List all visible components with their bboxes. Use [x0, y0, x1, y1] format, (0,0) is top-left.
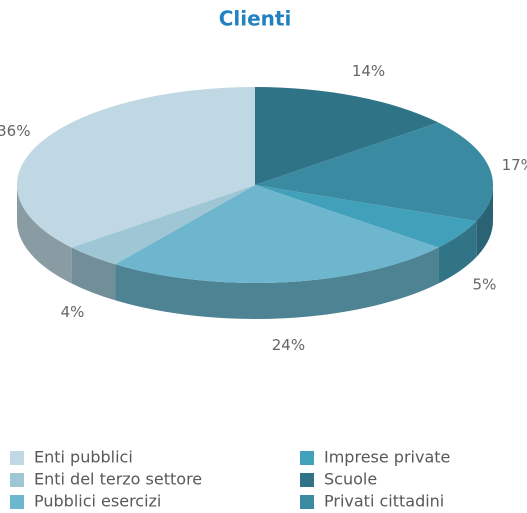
slice-side	[71, 247, 116, 301]
slice	[115, 185, 439, 283]
data-label: 36%	[0, 122, 30, 140]
slice	[255, 122, 494, 222]
slice	[17, 87, 256, 248]
slice-side	[438, 221, 477, 284]
slice	[255, 87, 439, 185]
legend-label: Pubblici esercizi	[34, 492, 161, 511]
legend-label: Privati cittadini	[324, 492, 444, 511]
data-label: 24%	[272, 336, 305, 354]
data-label: 14%	[352, 62, 385, 80]
legend-swatch	[300, 473, 314, 487]
data-label: 5%	[473, 275, 497, 293]
legend-swatch	[300, 451, 314, 465]
legend-swatch	[300, 495, 314, 509]
legend-swatch	[10, 473, 24, 487]
slice-side	[17, 185, 72, 284]
slice-side	[115, 247, 439, 319]
slice	[255, 185, 477, 248]
legend-label: Imprese private	[324, 448, 450, 467]
data-label: 17%	[502, 156, 527, 174]
data-label: 4%	[61, 303, 85, 321]
chart-title: Clienti	[219, 7, 292, 31]
legend-label: Enti del terzo settore	[34, 470, 202, 489]
legend-swatch	[10, 451, 24, 465]
slice	[71, 185, 255, 265]
legend-swatch	[10, 495, 24, 509]
slice-side	[476, 185, 493, 258]
legend-label: Scuole	[324, 470, 377, 489]
legend-label: Enti pubblici	[34, 448, 133, 467]
